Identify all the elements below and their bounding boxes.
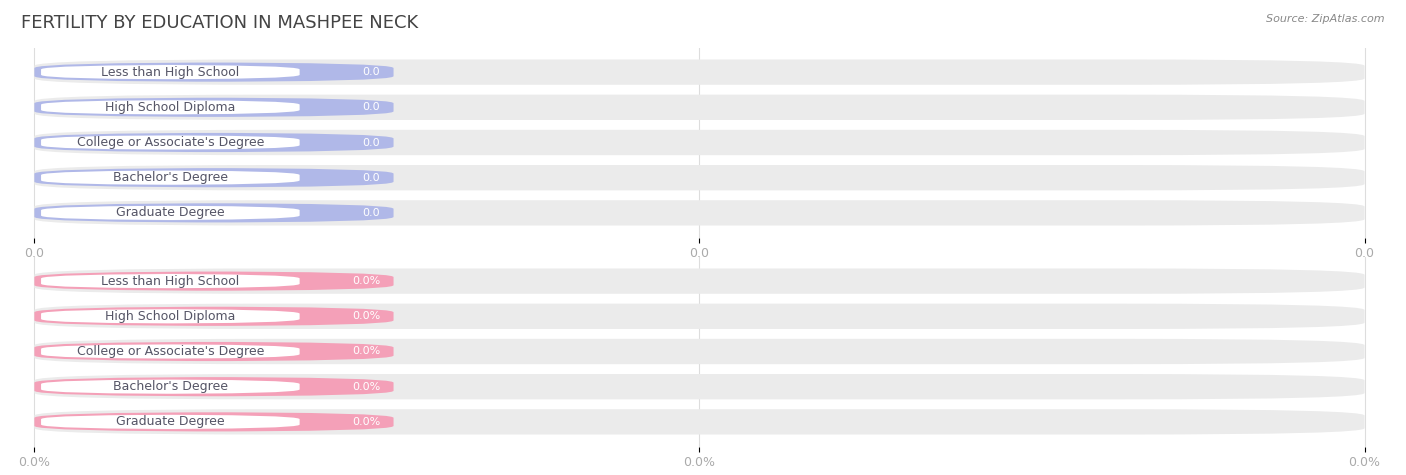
Text: Bachelor's Degree: Bachelor's Degree: [112, 380, 228, 393]
FancyBboxPatch shape: [41, 274, 299, 288]
Text: FERTILITY BY EDUCATION IN MASHPEE NECK: FERTILITY BY EDUCATION IN MASHPEE NECK: [21, 14, 419, 32]
Text: 0.0: 0.0: [363, 67, 380, 77]
Text: College or Associate's Degree: College or Associate's Degree: [77, 345, 264, 358]
FancyBboxPatch shape: [34, 200, 1365, 226]
FancyBboxPatch shape: [34, 98, 394, 117]
FancyBboxPatch shape: [34, 409, 1365, 435]
Text: High School Diploma: High School Diploma: [105, 101, 236, 114]
FancyBboxPatch shape: [34, 377, 394, 396]
FancyBboxPatch shape: [34, 203, 394, 223]
FancyBboxPatch shape: [34, 59, 1365, 85]
FancyBboxPatch shape: [41, 135, 299, 150]
FancyBboxPatch shape: [34, 168, 394, 187]
Text: 0.0%: 0.0%: [352, 382, 380, 392]
Text: Source: ZipAtlas.com: Source: ZipAtlas.com: [1267, 14, 1385, 24]
FancyBboxPatch shape: [41, 309, 299, 323]
FancyBboxPatch shape: [34, 339, 1365, 364]
Text: Less than High School: Less than High School: [101, 275, 239, 288]
Text: 0.0%: 0.0%: [352, 346, 380, 357]
FancyBboxPatch shape: [41, 65, 299, 79]
Text: 0.0: 0.0: [363, 102, 380, 112]
Text: 0.0: 0.0: [363, 208, 380, 218]
Text: 0.0: 0.0: [363, 173, 380, 183]
FancyBboxPatch shape: [34, 412, 394, 432]
FancyBboxPatch shape: [34, 268, 1365, 294]
FancyBboxPatch shape: [34, 307, 394, 326]
Text: 0.0: 0.0: [363, 137, 380, 148]
Text: Bachelor's Degree: Bachelor's Degree: [112, 171, 228, 184]
Text: High School Diploma: High School Diploma: [105, 310, 236, 323]
FancyBboxPatch shape: [41, 100, 299, 114]
FancyBboxPatch shape: [34, 130, 1365, 155]
FancyBboxPatch shape: [41, 380, 299, 394]
Text: College or Associate's Degree: College or Associate's Degree: [77, 136, 264, 149]
FancyBboxPatch shape: [34, 95, 1365, 120]
Text: Graduate Degree: Graduate Degree: [117, 415, 225, 428]
Text: 0.0%: 0.0%: [352, 311, 380, 321]
FancyBboxPatch shape: [41, 171, 299, 185]
FancyBboxPatch shape: [34, 374, 1365, 399]
FancyBboxPatch shape: [34, 271, 394, 291]
FancyBboxPatch shape: [34, 304, 1365, 329]
FancyBboxPatch shape: [34, 165, 1365, 190]
FancyBboxPatch shape: [34, 342, 394, 361]
FancyBboxPatch shape: [41, 206, 299, 220]
Text: 0.0%: 0.0%: [352, 417, 380, 427]
FancyBboxPatch shape: [41, 415, 299, 429]
FancyBboxPatch shape: [41, 344, 299, 359]
FancyBboxPatch shape: [34, 133, 394, 152]
Text: Less than High School: Less than High School: [101, 66, 239, 79]
Text: Graduate Degree: Graduate Degree: [117, 206, 225, 219]
Text: 0.0%: 0.0%: [352, 276, 380, 286]
FancyBboxPatch shape: [34, 62, 394, 82]
